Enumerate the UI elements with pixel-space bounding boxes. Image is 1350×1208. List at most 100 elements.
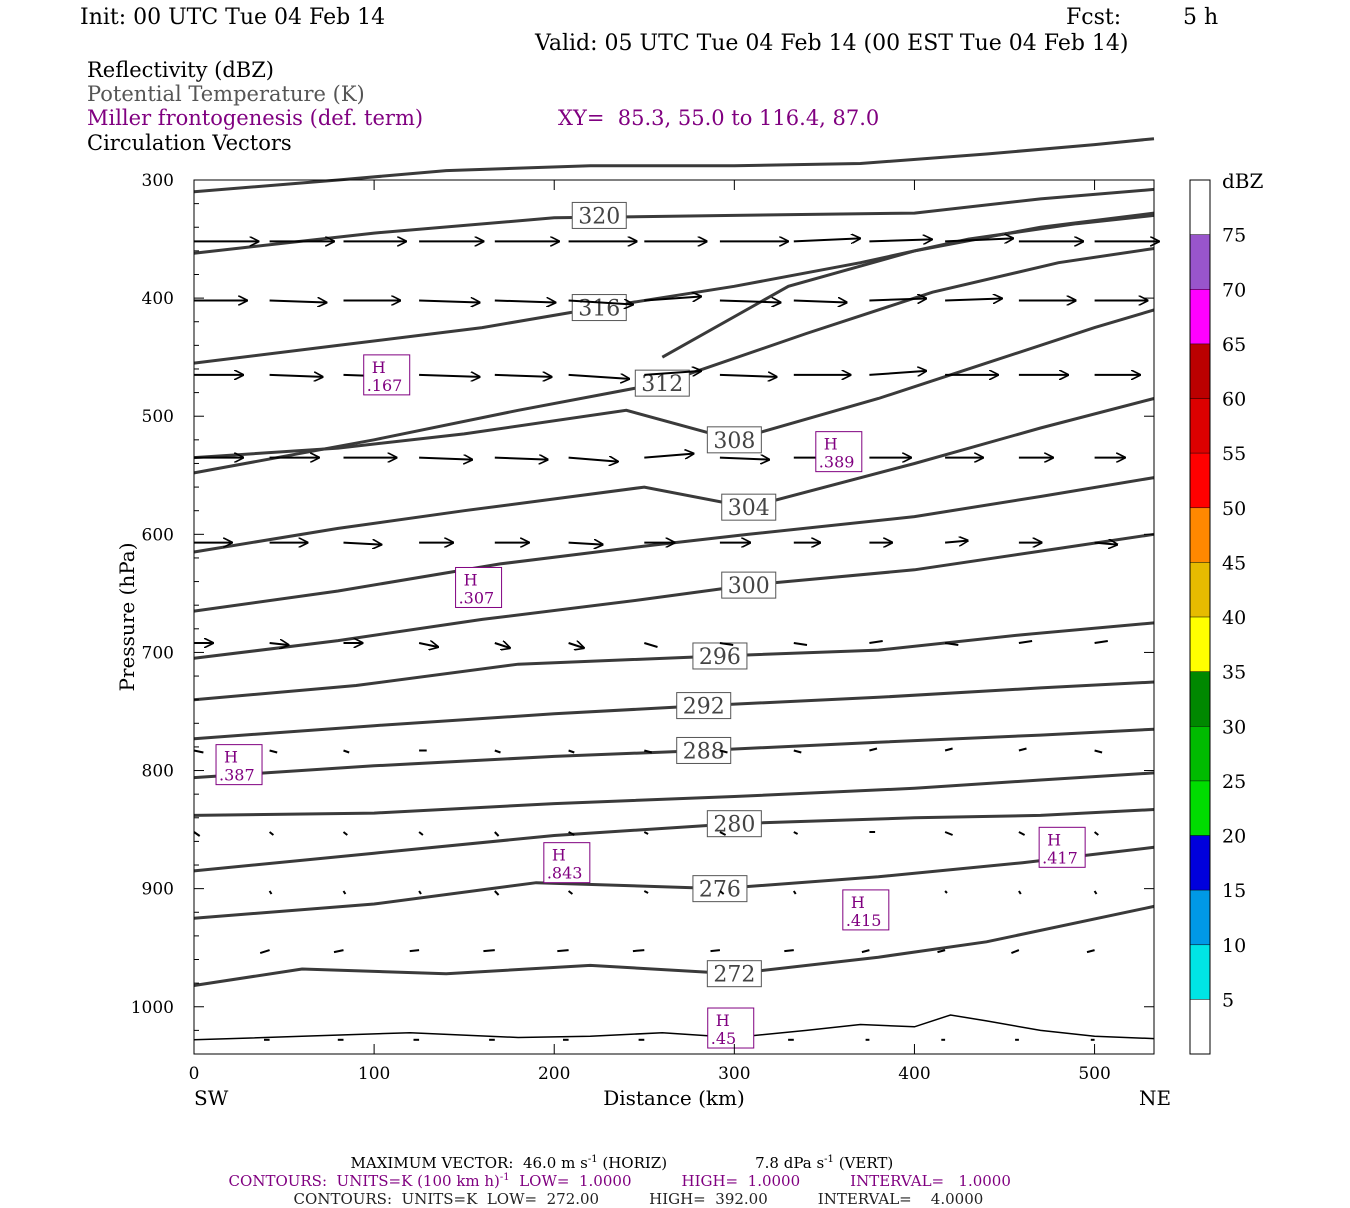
colorbar-bin <box>1190 835 1210 891</box>
circulation-vector <box>944 642 959 646</box>
circulation-vector <box>644 297 701 301</box>
circulation-vector <box>1018 831 1026 836</box>
colorbar-level-label: 45 <box>1222 552 1246 574</box>
theta-contour-label: 300 <box>728 574 770 599</box>
colorbar-level-label: 60 <box>1222 389 1246 411</box>
colorbar-bin <box>1190 780 1210 836</box>
max-horiz-value: 46.0 <box>522 1154 557 1172</box>
colorbar-level-label: 10 <box>1222 935 1246 957</box>
theta-contour-label-box <box>706 810 762 838</box>
circulation-vector <box>268 831 275 836</box>
colorbar-bin <box>1190 234 1210 290</box>
theta-contour-line <box>193 904 1155 987</box>
circulation-vector <box>568 749 575 754</box>
circulation-vector <box>644 749 653 754</box>
circulation-vector <box>793 642 808 646</box>
frontogenesis-high-box <box>455 566 503 608</box>
circulation-vector <box>494 643 510 648</box>
x-left-end-label: SW <box>194 1086 229 1110</box>
circulation-vector <box>418 831 424 836</box>
frontogenesis-high-value: .45 <box>711 1029 736 1048</box>
circulation-vector <box>719 375 777 377</box>
x-tick-label: 400 <box>898 1064 930 1084</box>
circulation-vector <box>1094 543 1118 545</box>
theta-contour-label-box <box>676 692 732 720</box>
colorbar-bin <box>1190 944 1210 1000</box>
colorbar-level-label: 70 <box>1222 279 1246 301</box>
colorbar-level-label: 75 <box>1222 225 1246 247</box>
theta-contour-label: 316 <box>578 297 620 322</box>
circulation-vector <box>861 949 870 954</box>
theta-contours-units: CONTOURS: UNITS=K LOW= 272.00 <box>293 1190 600 1208</box>
colorbar-level-label: 20 <box>1222 826 1246 848</box>
frontogenesis-high-label: H <box>372 358 386 377</box>
circulation-vector <box>793 301 847 303</box>
circulation-vector <box>944 747 953 752</box>
x-tick-label: 0 <box>189 1064 200 1084</box>
theta-contour-label-box <box>706 960 762 988</box>
circulation-vector <box>793 238 860 241</box>
theta-contour-line <box>193 532 1155 660</box>
colorbar-bin <box>1190 507 1210 563</box>
circulation-vector <box>567 890 574 895</box>
frontogenesis-contours-line: CONTOURS: UNITS=K (100 km h)-1 LOW= 1.00… <box>219 1158 1011 1189</box>
plot-frame <box>193 179 1155 1055</box>
colorbar-level-label: 35 <box>1222 662 1246 684</box>
frontogenesis-contours-exp: -1 <box>499 1172 510 1183</box>
theta-contours: 320 316 312 308 304 300 296 292 288 280 276 272 <box>193 137 1155 988</box>
frontogenesis-high-box <box>707 1007 755 1049</box>
max-vector-line: MAXIMUM VECTOR: 46.0 m s-1 (HORIZ) 7.8 dP… <box>341 1140 894 1172</box>
theta-contour-line <box>193 397 1155 554</box>
theta-contour-line <box>193 476 1155 613</box>
frontogenesis-high-label: H <box>716 1011 730 1030</box>
theta-contour-label-box <box>571 201 627 229</box>
circulation-vector <box>419 301 480 303</box>
circulation-vector <box>869 640 883 644</box>
colorbar-bin <box>1190 180 1210 235</box>
init-time: Init: 00 UTC Tue 04 Feb 14 <box>80 5 386 30</box>
y-tick-label: 400 <box>142 289 174 309</box>
cross-section-endpoints: XY= 85.3, 55.0 to 116.4, 87.0 <box>558 106 880 130</box>
y-tick-label: 300 <box>142 171 174 191</box>
x-tick-label: 200 <box>538 1064 570 1084</box>
colorbar-level-label: 5 <box>1222 989 1234 1011</box>
colorbar-level-label: 55 <box>1222 443 1246 465</box>
frontogenesis-high-box <box>815 431 863 473</box>
frontogenesis-high-value: .307 <box>459 588 495 607</box>
circulation-vector <box>268 890 273 895</box>
circulation-vector <box>869 747 878 752</box>
colorbar-level-label: 65 <box>1222 334 1246 356</box>
theta-contour-line <box>193 771 1155 817</box>
circulation-vector <box>419 375 480 377</box>
colorbar-unit: dBZ <box>1222 169 1264 193</box>
circulation-vector <box>869 299 926 301</box>
circulation-vector <box>193 831 201 837</box>
theta-contour-label-box <box>706 426 762 454</box>
theta-contour-label: 296 <box>699 645 741 670</box>
y-tick-label: 600 <box>142 525 174 545</box>
frontogenesis-high-value: .389 <box>819 453 855 472</box>
max-vert-value: 7.8 <box>755 1154 779 1172</box>
max-vert-tag: (VERT) <box>838 1154 894 1172</box>
circulation-vector <box>719 642 734 646</box>
circulation-vector <box>632 949 645 953</box>
circulation-vector <box>944 831 953 836</box>
colorbar-level-label: 40 <box>1222 607 1246 629</box>
colorbar-bin <box>1190 562 1210 617</box>
colorbar-level-label: 50 <box>1222 498 1246 520</box>
circulation-vector <box>719 458 769 460</box>
circulation-vector <box>719 749 728 754</box>
theta-contour-line <box>193 187 1155 255</box>
theta-contour-label: 304 <box>728 496 770 521</box>
theta-contour-label: 312 <box>641 372 683 397</box>
circulation-vectors <box>193 238 1159 1041</box>
x-tick-label: 500 <box>1078 1064 1110 1084</box>
circulation-vector <box>557 949 569 953</box>
circulation-vector <box>494 749 501 754</box>
y-axis-label: Pressure (hPa) <box>115 543 139 692</box>
theta-contours-line: CONTOURS: UNITS=K LOW= 272.00 HIGH= 392.0… <box>284 1177 984 1208</box>
theta-contour-line <box>193 680 1155 741</box>
x-tick-label: 100 <box>358 1064 390 1084</box>
colorbar-bin <box>1190 890 1210 945</box>
